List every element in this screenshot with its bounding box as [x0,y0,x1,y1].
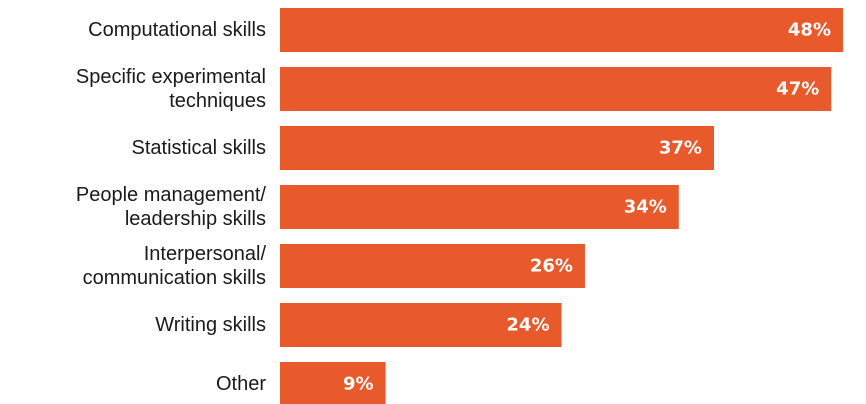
category-label-line: Specific experimental [76,66,266,88]
bar-value-label: 47% [776,79,819,100]
category-label-line: communication skills [83,267,266,289]
bar [280,244,585,288]
category-label-line: Writing skills [155,314,266,336]
bar [280,67,832,111]
category-label: People management/leadership skills [76,184,267,230]
bar [280,303,562,347]
bars-layer [280,8,843,404]
category-label: Other [216,373,266,395]
bar-value-label: 48% [788,20,831,41]
bar [280,362,386,404]
category-label: Computational skills [88,19,266,41]
category-label: Writing skills [155,314,266,336]
category-label-line: Other [216,373,266,395]
bar-value-label: 26% [530,256,573,277]
category-label-line: techniques [169,90,266,112]
bar [280,185,679,229]
category-label-line: Statistical skills [132,137,266,159]
category-label: Statistical skills [132,137,266,159]
bar-value-label: 34% [624,197,667,218]
bar-value-label: 24% [506,315,549,336]
bar-value-label: 37% [659,138,702,159]
category-labels-layer: Computational skills Specific experimenta… [76,19,267,395]
category-label: Interpersonal/communication skills [83,243,267,289]
bar [280,126,714,170]
category-label-line: leadership skills [125,208,266,230]
category-label: Specific experimental techniques [76,66,266,112]
category-label-line: Interpersonal/ [144,243,267,265]
category-label-line: Computational skills [88,19,266,41]
bar-value-label: 9% [343,374,374,395]
category-label-line: People management/ [76,184,267,206]
value-labels-layer: 48% 47% 37% 34% 26% 24% 9% [343,20,831,395]
bar [280,8,843,52]
